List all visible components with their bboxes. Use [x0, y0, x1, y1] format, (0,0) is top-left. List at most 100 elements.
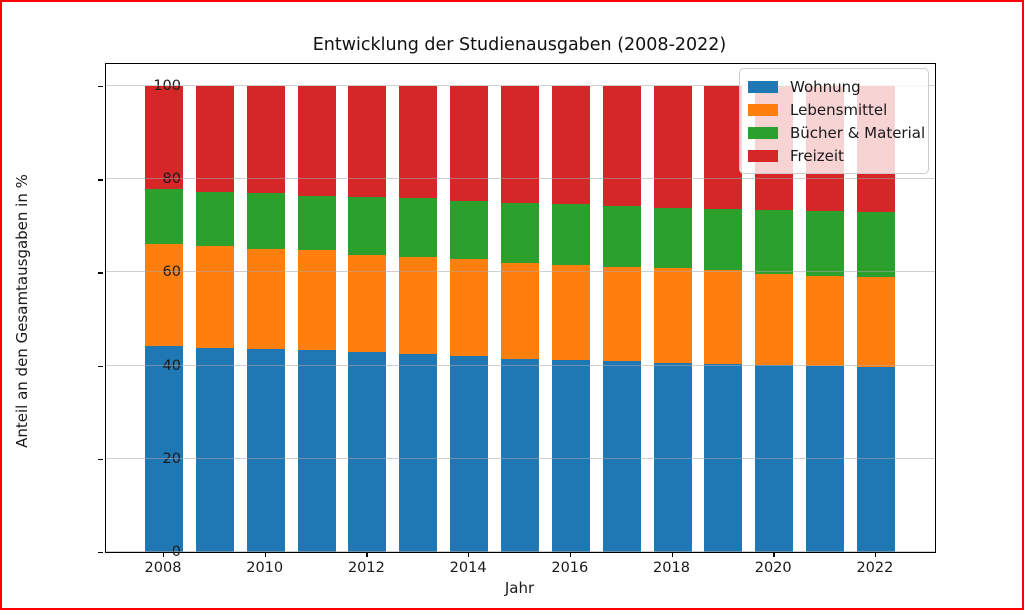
bar-segment-2009: [195, 191, 234, 247]
y-tick-mark: [98, 552, 103, 554]
y-gridline: [106, 551, 935, 552]
x-tick-label: 2012: [347, 560, 385, 576]
x-tick-label: 2016: [551, 560, 589, 576]
legend-swatch: [748, 149, 778, 162]
bar-2009: [195, 86, 234, 552]
x-tick-mark: [671, 552, 673, 557]
bar-segment-2016: [551, 264, 590, 361]
bar-segment-2021: [806, 366, 845, 552]
bar-segment-2011: [297, 250, 336, 350]
bar-segment-2019: [704, 209, 743, 270]
y-gridline: [106, 85, 935, 86]
legend-label: Freizeit: [790, 146, 844, 165]
bar-segment-2012: [348, 255, 387, 353]
bar-2010: [246, 86, 285, 552]
bar-segment-2017: [602, 361, 641, 552]
y-tick-label: 0: [171, 544, 181, 560]
bar-segment-2014: [450, 86, 489, 202]
bar-segment-2008: [145, 345, 183, 552]
bar-segment-2021: [806, 210, 845, 276]
bar-segment-2018: [653, 86, 692, 208]
bar-segment-2018: [653, 363, 692, 552]
bar-segment-2014: [450, 259, 489, 357]
y-tick-mark: [98, 458, 103, 461]
bar-2011: [297, 86, 336, 552]
x-tick-label: 2022: [856, 560, 894, 576]
bar-segment-2009: [195, 348, 234, 552]
legend-label: Wohnung: [790, 77, 861, 96]
y-axis-label: Anteil an den Gesamtausgaben in %: [13, 174, 31, 448]
bar-segment-2018: [653, 268, 692, 364]
bar-segment-2008: [145, 243, 183, 346]
bar-segment-2008: [145, 86, 183, 189]
bar-segment-2022: [856, 366, 895, 552]
bar-segment-2016: [551, 86, 590, 205]
x-tick-mark: [264, 552, 267, 557]
bar-segment-2015: [500, 86, 539, 203]
bar-segment-2022: [856, 276, 895, 367]
bar-segment-2015: [500, 358, 539, 552]
bar-segment-2011: [297, 86, 336, 196]
bar-segment-2012: [348, 197, 387, 256]
y-tick-mark: [98, 365, 103, 367]
bar-segment-2021: [806, 275, 845, 367]
bar-2016: [551, 86, 590, 552]
x-tick-label: 2018: [653, 560, 690, 576]
x-tick-label: 2008: [144, 560, 182, 576]
bar-segment-2017: [602, 266, 641, 362]
legend-entry: Lebensmittel: [748, 98, 918, 121]
x-tick-label: 2020: [754, 560, 792, 576]
bar-segment-2014: [450, 356, 489, 552]
bar-segment-2013: [399, 86, 438, 199]
x-tick-mark: [468, 552, 470, 557]
legend-entry: Freizeit: [748, 144, 918, 167]
y-gridline: [106, 178, 935, 180]
x-tick-label: 2014: [449, 560, 487, 576]
y-tick-mark: [98, 179, 103, 181]
bar-segment-2022: [856, 211, 895, 277]
bar-segment-2010: [246, 86, 285, 194]
bar-segment-2010: [246, 248, 285, 349]
legend: Wohnung Lebensmittel Bücher & Material Frei…: [739, 68, 929, 174]
bar-segment-2018: [653, 207, 692, 269]
bar-segment-2009: [195, 86, 234, 192]
bar-segment-2014: [450, 201, 489, 260]
x-tick-mark: [366, 552, 368, 557]
bar-segment-2010: [246, 193, 285, 249]
bar-segment-2013: [399, 198, 438, 258]
bar-segment-2009: [195, 246, 234, 349]
y-tick-mark: [98, 86, 103, 88]
bar-segment-2010: [246, 348, 285, 552]
bar-segment-2019: [704, 86, 743, 210]
bar-segment-2015: [500, 263, 539, 359]
bar-segment-2019: [704, 269, 743, 365]
bar-2013: [399, 86, 438, 552]
legend-entry: Wohnung: [748, 75, 918, 98]
bar-2008: [145, 86, 183, 552]
x-axis-label: Jahr: [504, 579, 535, 597]
x-tick-mark: [569, 552, 572, 557]
legend-label: Lebensmittel: [790, 100, 888, 119]
bar-segment-2016: [551, 204, 590, 265]
legend-swatch: [748, 103, 778, 116]
legend-swatch: [748, 80, 778, 93]
chart-title: Entwicklung der Studienausgaben (2008-20…: [312, 35, 727, 55]
bar-segment-2017: [602, 206, 641, 267]
x-tick-mark: [874, 552, 877, 557]
bar-segment-2011: [297, 349, 336, 552]
bar-segment-2020: [755, 210, 794, 275]
bar-segment-2011: [297, 196, 336, 251]
bar-2015: [500, 86, 539, 552]
bar-2012: [348, 86, 387, 552]
x-tick-mark: [163, 552, 165, 557]
bar-2019: [704, 86, 743, 552]
bar-segment-2012: [348, 352, 387, 552]
plot-area: Wohnung Lebensmittel Bücher & Material Frei…: [105, 63, 936, 553]
x-tick-mark: [773, 552, 775, 557]
y-gridline: [106, 271, 935, 273]
bar-2014: [450, 86, 489, 552]
legend-swatch: [748, 126, 778, 139]
y-gridline: [106, 364, 935, 366]
bar-segment-2016: [551, 360, 590, 552]
